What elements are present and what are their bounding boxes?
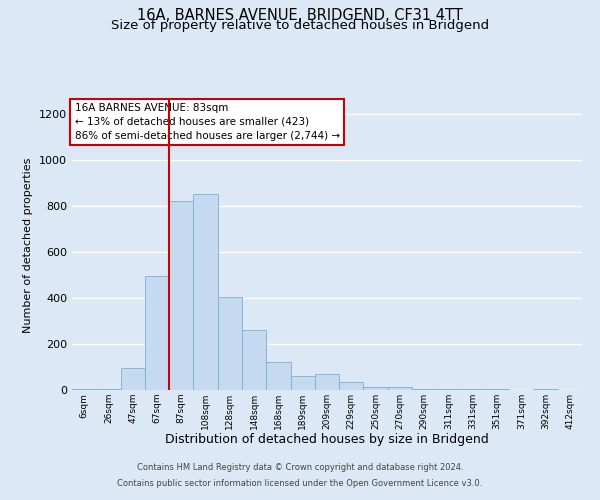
Text: Distribution of detached houses by size in Bridgend: Distribution of detached houses by size … — [165, 432, 489, 446]
Y-axis label: Number of detached properties: Number of detached properties — [23, 158, 34, 332]
Bar — [169, 202, 193, 390]
Bar — [145, 276, 169, 390]
Bar — [242, 330, 266, 390]
Bar — [315, 374, 339, 390]
Text: 16A, BARNES AVENUE, BRIDGEND, CF31 4TT: 16A, BARNES AVENUE, BRIDGEND, CF31 4TT — [137, 8, 463, 22]
Bar — [193, 194, 218, 390]
Bar — [388, 386, 412, 390]
Bar — [461, 389, 485, 390]
Text: Contains public sector information licensed under the Open Government Licence v3: Contains public sector information licen… — [118, 478, 482, 488]
Bar — [266, 362, 290, 390]
Bar — [412, 389, 436, 390]
Bar — [96, 389, 121, 390]
Bar — [436, 389, 461, 390]
Bar — [533, 389, 558, 390]
Bar — [72, 389, 96, 390]
Text: Size of property relative to detached houses in Bridgend: Size of property relative to detached ho… — [111, 19, 489, 32]
Text: 16A BARNES AVENUE: 83sqm
← 13% of detached houses are smaller (423)
86% of semi-: 16A BARNES AVENUE: 83sqm ← 13% of detach… — [74, 103, 340, 141]
Bar — [290, 376, 315, 390]
Bar — [339, 382, 364, 390]
Bar — [485, 389, 509, 390]
Bar — [218, 297, 242, 390]
Bar — [121, 368, 145, 390]
Bar — [364, 386, 388, 390]
Text: Contains HM Land Registry data © Crown copyright and database right 2024.: Contains HM Land Registry data © Crown c… — [137, 464, 463, 472]
